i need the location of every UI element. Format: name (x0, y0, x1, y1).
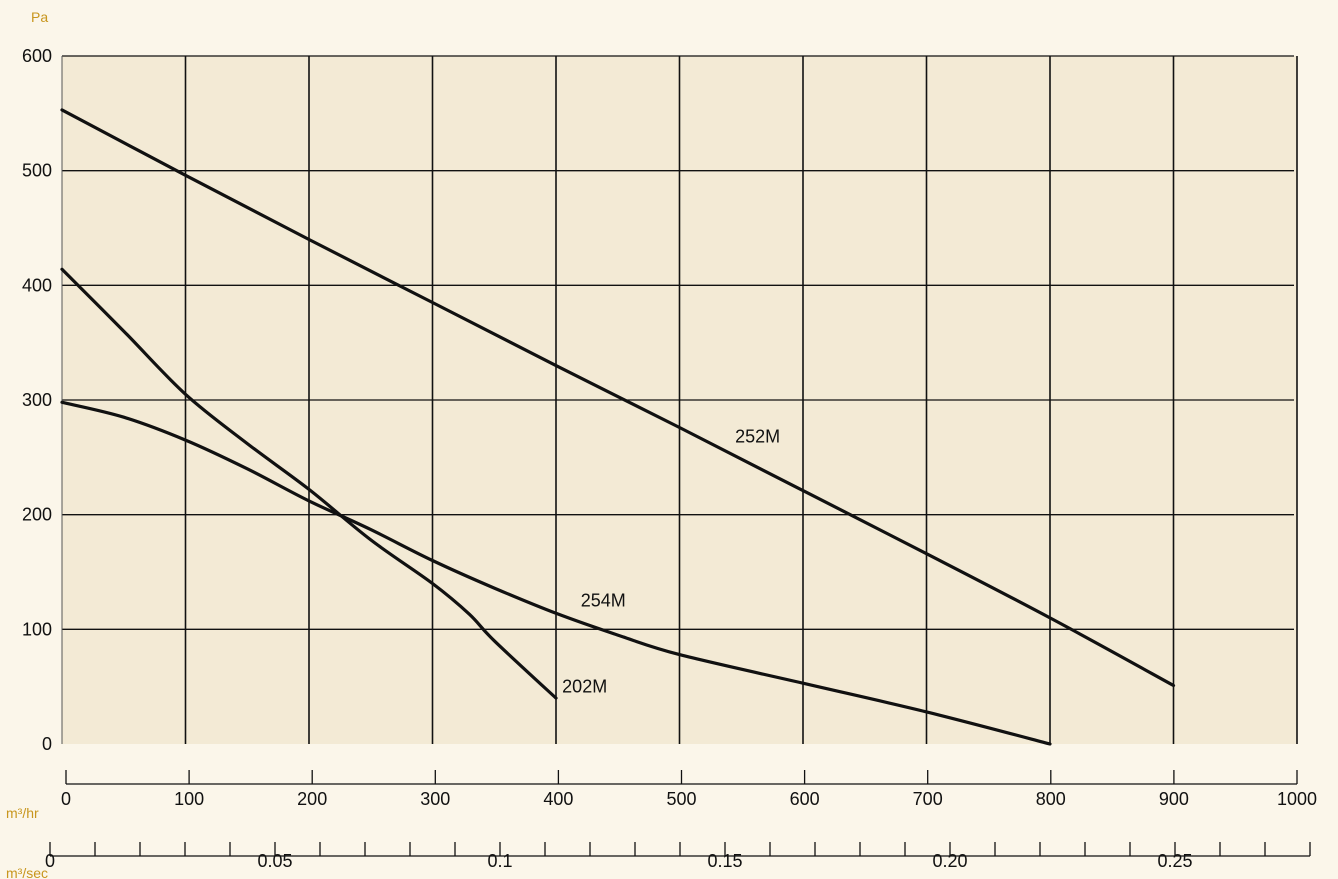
x-axis-1-tick-label: 900 (1159, 789, 1189, 809)
y-unit-label: Pa (31, 9, 48, 25)
x-axis-2-tick-label: 0.1 (487, 851, 512, 871)
x-axis-1-tick-label: 100 (174, 789, 204, 809)
x-axis-1-tick-label: 300 (420, 789, 450, 809)
y-tick-label: 200 (22, 505, 52, 525)
series-label-252M: 252M (735, 427, 780, 447)
x-axis-1-tick-label: 200 (297, 789, 327, 809)
series-group (60, 108, 1176, 746)
series-label-202M: 202M (562, 677, 607, 697)
y-tick-label: 100 (22, 619, 52, 639)
series-line-254M (60, 400, 1052, 746)
x-axis-1-tick-label: 1000 (1277, 789, 1317, 809)
x-axis-m3hr: 0 100 200 300 400 500 600 700 800 900 1000 (61, 770, 1317, 809)
x-axis-2-tick-label: 0 (45, 851, 55, 871)
x-axis-1-tick-label: 500 (666, 789, 696, 809)
series-line-202M (60, 267, 558, 700)
x-axis-1-tick-label: 700 (913, 789, 943, 809)
y-tick-label: 400 (22, 275, 52, 295)
x-axis-2-tick-label: 0.05 (257, 851, 292, 871)
x-axis-1-tick-label: 400 (543, 789, 573, 809)
y-tick-label: 500 (22, 161, 52, 181)
series-labels: 252M 254M 202M (562, 427, 780, 697)
x-axis-1-tick-label: 0 (61, 789, 71, 809)
grid (61, 55, 1298, 744)
x-axis-2-tick-label: 0.20 (932, 851, 967, 871)
y-tick-label: 600 (22, 46, 52, 66)
series-label-254M: 254M (581, 591, 626, 611)
y-tick-label: 0 (42, 734, 52, 754)
series-line-252M (60, 108, 1176, 688)
x-axis-2-tick-label: 0.15 (707, 851, 742, 871)
x-axis-m3sec: 0 0.05 0.1 0.15 0.20 0.25 (45, 842, 1311, 871)
x-axis-2-tick-label: 0.25 (1157, 851, 1192, 871)
y-axis: 0 100 200 300 400 500 600 (22, 46, 52, 754)
x-axis-1-tick-label: 800 (1036, 789, 1066, 809)
x-unit-label-m3sec: m³/sec (6, 865, 48, 879)
y-tick-label: 300 (22, 390, 52, 410)
x-unit-label-m3hr: m³/hr (6, 805, 39, 821)
x-axis-1-tick-label: 600 (790, 789, 820, 809)
